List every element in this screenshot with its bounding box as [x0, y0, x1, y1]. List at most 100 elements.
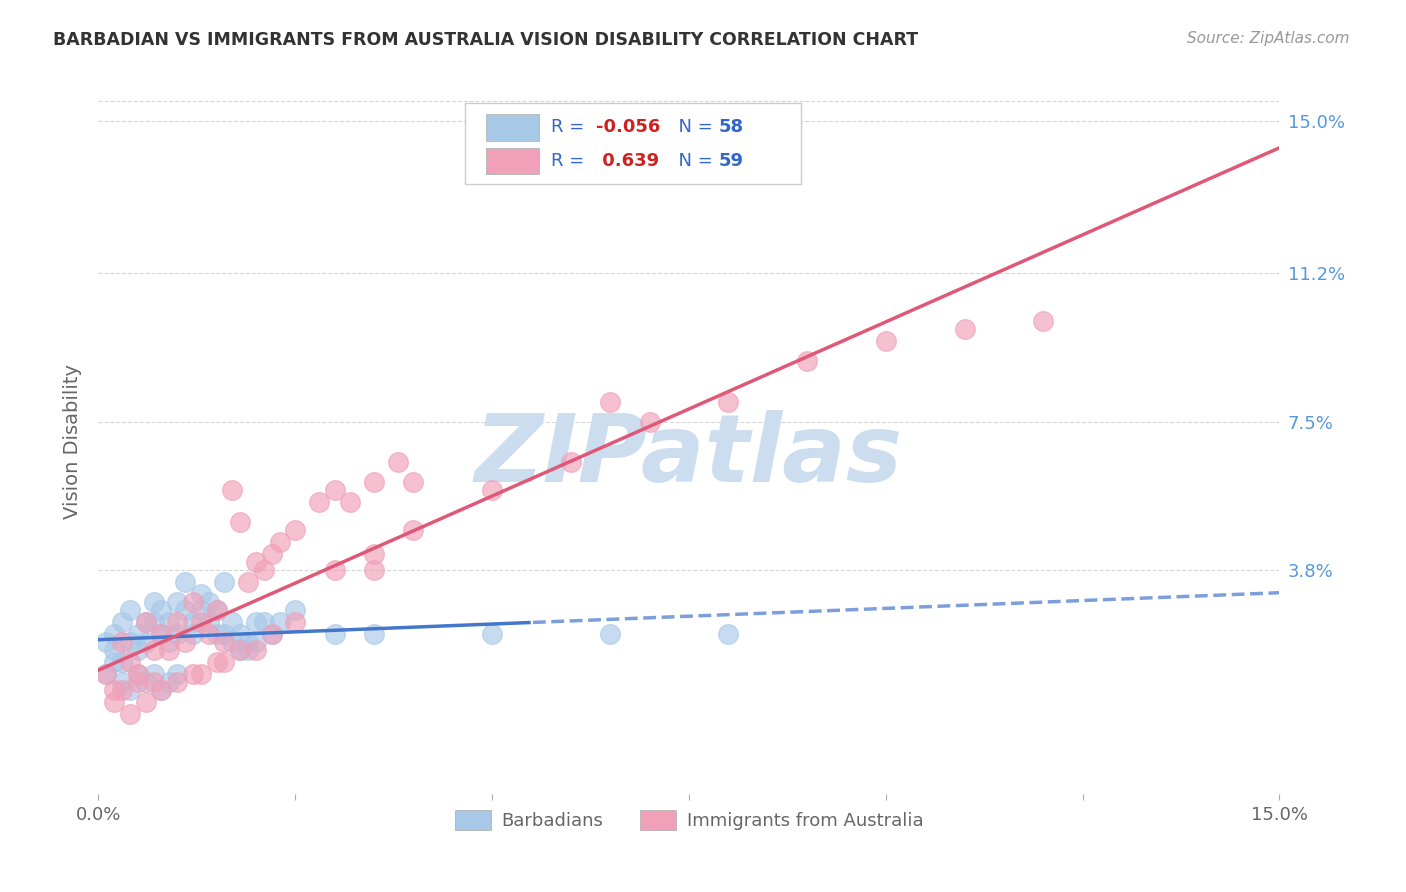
Point	[150, 682, 173, 697]
Point	[181, 666, 204, 681]
Point	[236, 642, 259, 657]
Point	[157, 642, 180, 657]
Point	[197, 626, 219, 640]
Point	[214, 574, 236, 589]
Point	[111, 682, 134, 697]
Point	[111, 615, 134, 629]
Point	[142, 674, 165, 689]
Text: -0.056: -0.056	[596, 119, 659, 136]
Point	[402, 523, 425, 537]
Point	[387, 454, 409, 468]
Point	[245, 634, 267, 648]
Point	[953, 322, 976, 336]
Point	[308, 494, 330, 508]
Point	[135, 615, 157, 629]
Text: R =: R =	[551, 152, 589, 170]
Point	[118, 706, 141, 721]
Point	[253, 615, 276, 629]
Text: Source: ZipAtlas.com: Source: ZipAtlas.com	[1187, 31, 1350, 46]
Point	[221, 483, 243, 497]
Point	[284, 523, 307, 537]
Point	[174, 574, 197, 589]
Point	[323, 563, 346, 577]
Point	[111, 674, 134, 689]
Point	[118, 603, 141, 617]
Point	[229, 642, 252, 657]
Point	[599, 626, 621, 640]
Point	[638, 415, 661, 429]
Point	[103, 682, 125, 697]
Point	[197, 615, 219, 629]
Point	[796, 354, 818, 368]
Point	[481, 483, 503, 497]
Point	[269, 615, 291, 629]
Point	[560, 454, 582, 468]
Point	[127, 674, 149, 689]
Point	[157, 674, 180, 689]
Point	[260, 626, 283, 640]
Point	[197, 595, 219, 609]
FancyBboxPatch shape	[486, 114, 538, 141]
Point	[181, 626, 204, 640]
Point	[363, 475, 385, 489]
Point	[221, 615, 243, 629]
Point	[323, 483, 346, 497]
Point	[142, 642, 165, 657]
Point	[190, 615, 212, 629]
Point	[118, 655, 141, 669]
Point	[236, 634, 259, 648]
Point	[103, 626, 125, 640]
Point	[118, 682, 141, 697]
Text: 59: 59	[718, 152, 744, 170]
Point	[142, 595, 165, 609]
Point	[135, 674, 157, 689]
Text: 58: 58	[718, 119, 744, 136]
Point	[717, 394, 740, 409]
Point	[260, 547, 283, 561]
Point	[166, 626, 188, 640]
Point	[166, 615, 188, 629]
Point	[875, 334, 897, 349]
Point	[1032, 314, 1054, 328]
Point	[166, 666, 188, 681]
Point	[363, 563, 385, 577]
Point	[236, 574, 259, 589]
Point	[245, 615, 267, 629]
Point	[214, 655, 236, 669]
Point	[174, 634, 197, 648]
Point	[96, 634, 118, 648]
Point	[96, 666, 118, 681]
Point	[229, 515, 252, 529]
Point	[166, 674, 188, 689]
Point	[245, 642, 267, 657]
Point	[269, 534, 291, 549]
Point	[221, 634, 243, 648]
Point	[127, 626, 149, 640]
Point	[717, 626, 740, 640]
Point	[253, 563, 276, 577]
Point	[363, 547, 385, 561]
Point	[205, 626, 228, 640]
Point	[111, 655, 134, 669]
Point	[181, 595, 204, 609]
Point	[150, 626, 173, 640]
Point	[323, 626, 346, 640]
Y-axis label: Vision Disability: Vision Disability	[63, 364, 82, 519]
Point	[181, 615, 204, 629]
Point	[96, 666, 118, 681]
Point	[190, 603, 212, 617]
Text: N =: N =	[666, 152, 718, 170]
Point	[214, 634, 236, 648]
Point	[260, 626, 283, 640]
Point	[103, 695, 125, 709]
Point	[103, 642, 125, 657]
Text: 0.639: 0.639	[596, 152, 659, 170]
Point	[245, 555, 267, 569]
Point	[127, 666, 149, 681]
Point	[363, 626, 385, 640]
Point	[205, 655, 228, 669]
Point	[150, 603, 173, 617]
FancyBboxPatch shape	[486, 148, 538, 175]
Point	[127, 666, 149, 681]
Legend: Barbadians, Immigrants from Australia: Barbadians, Immigrants from Australia	[447, 803, 931, 838]
